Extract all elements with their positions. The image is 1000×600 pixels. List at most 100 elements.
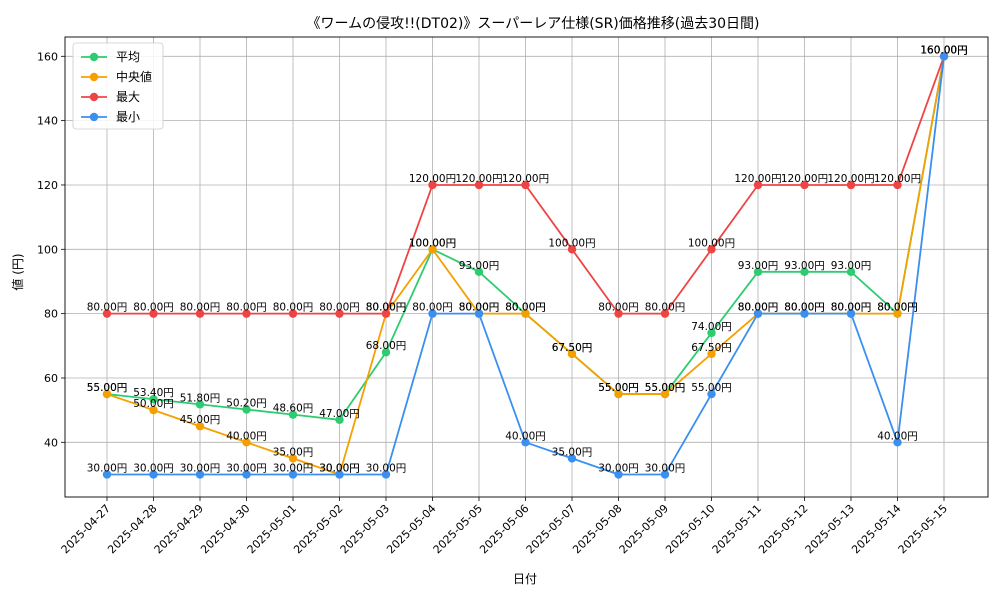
- data-label: 30.00円: [366, 462, 407, 474]
- y-axis-label: 値 (円): [10, 253, 25, 290]
- axes-layer: 2025-04-272025-04-282025-04-292025-04-30…: [37, 36, 989, 556]
- data-label: 100.00円: [548, 237, 595, 249]
- legend-swatch-marker: [89, 52, 99, 62]
- data-point: [474, 309, 484, 318]
- data-label: 80.00円: [319, 302, 360, 314]
- data-point: [381, 470, 391, 479]
- data-label: 30.00円: [226, 462, 267, 474]
- data-label: 30.00円: [319, 462, 360, 474]
- data-labels: 55.00円 53.40円 51.80円 50.20円 48.60円 47.00円 68.0…: [87, 44, 968, 474]
- data-label: 67.50円: [691, 342, 732, 354]
- data-label: 35.00円: [273, 446, 314, 458]
- data-label: 160.00円: [920, 44, 967, 56]
- data-point: [614, 309, 623, 318]
- x-axis-label: 日付: [513, 572, 537, 586]
- data-point: [893, 180, 902, 190]
- data-label: 80.00円: [645, 302, 686, 314]
- legend-box: [72, 42, 164, 130]
- data-label: 50.20円: [226, 398, 267, 410]
- data-label: 80.00円: [831, 302, 872, 314]
- data-label: 30.00円: [273, 462, 314, 474]
- y-tick-label: 60: [44, 372, 58, 385]
- data-label: 74.00円: [691, 321, 732, 333]
- y-tick-label: 140: [37, 115, 58, 128]
- data-label: 50.00円: [133, 398, 174, 410]
- data-point: [149, 309, 158, 318]
- data-label: 100.00円: [688, 237, 735, 249]
- data-label: 80.00円: [784, 302, 825, 314]
- data-label: 80.00円: [87, 302, 128, 314]
- data-point: [567, 245, 577, 254]
- data-point: [242, 470, 251, 479]
- data-label: 55.00円: [598, 382, 639, 394]
- data-point: [102, 470, 112, 479]
- data-point: [381, 348, 391, 357]
- data-label: 160.00円: [920, 44, 967, 56]
- data-point: [753, 267, 763, 277]
- data-point: [102, 389, 112, 399]
- data-point: [381, 309, 391, 318]
- data-label: 55.00円: [691, 382, 732, 394]
- data-label: 51.80円: [180, 392, 221, 404]
- data-point: [893, 309, 902, 318]
- data-point: [195, 400, 205, 409]
- data-point: [288, 454, 298, 463]
- data-label: 67.50円: [552, 342, 593, 354]
- data-label: 120.00円: [781, 173, 828, 185]
- data-label: 80.00円: [598, 302, 639, 314]
- data-point: [800, 309, 809, 318]
- data-label: 30.00円: [319, 462, 360, 474]
- data-point: [521, 438, 530, 447]
- y-tick-label: 40: [44, 436, 58, 449]
- data-label: 80.00円: [831, 302, 872, 314]
- data-label: 80.00円: [412, 302, 453, 314]
- legend-entry-label: 中央値: [116, 69, 152, 84]
- data-label: 80.00円: [738, 302, 779, 314]
- data-label: 67.50円: [552, 342, 593, 354]
- data-point: [288, 309, 298, 318]
- data-label: 80.00円: [366, 302, 407, 314]
- plot-frame: [64, 36, 989, 498]
- data-point: [149, 470, 158, 479]
- y-tick-label: 100: [37, 243, 58, 256]
- data-label: 80.00円: [877, 302, 918, 314]
- data-label: 80.00円: [180, 302, 221, 314]
- y-tick-label: 120: [37, 179, 58, 192]
- legend-swatch-marker: [89, 92, 99, 102]
- data-point: [335, 415, 344, 424]
- data-label: 55.00円: [87, 382, 128, 394]
- legend-entry-label: 最大: [116, 90, 140, 104]
- data-point: [660, 389, 670, 399]
- data-label: 80.00円: [133, 302, 174, 314]
- data-point: [149, 395, 158, 404]
- data-point: [335, 309, 344, 318]
- data-label: 80.00円: [505, 302, 546, 314]
- data-point: [660, 470, 670, 479]
- data-point: [567, 349, 577, 359]
- data-label: 30.00円: [87, 462, 128, 474]
- data-label: 93.00円: [831, 260, 872, 272]
- data-label: 120.00円: [734, 173, 781, 185]
- data-label: 40.00円: [505, 430, 546, 442]
- data-label: 55.00円: [598, 382, 639, 394]
- data-point: [474, 267, 484, 277]
- y-tick-label: 160: [37, 50, 58, 63]
- y-tick-label: 80: [44, 308, 58, 321]
- data-point: [846, 267, 856, 277]
- data-point: [521, 309, 530, 318]
- data-point: [242, 438, 251, 447]
- data-label: 30.00円: [598, 462, 639, 474]
- data-point: [846, 180, 856, 190]
- data-point: [521, 180, 530, 190]
- data-point: [846, 309, 856, 318]
- data-point: [893, 438, 902, 447]
- data-label: 160.00円: [920, 44, 967, 56]
- data-label: 120.00円: [502, 173, 549, 185]
- data-point: [707, 328, 716, 338]
- chart-title: 《ワームの侵攻!!(DT02)》スーパーレア仕様(SR)価格推移(過去30日間): [306, 15, 759, 32]
- data-label: 93.00円: [784, 260, 825, 272]
- data-point: [195, 309, 205, 318]
